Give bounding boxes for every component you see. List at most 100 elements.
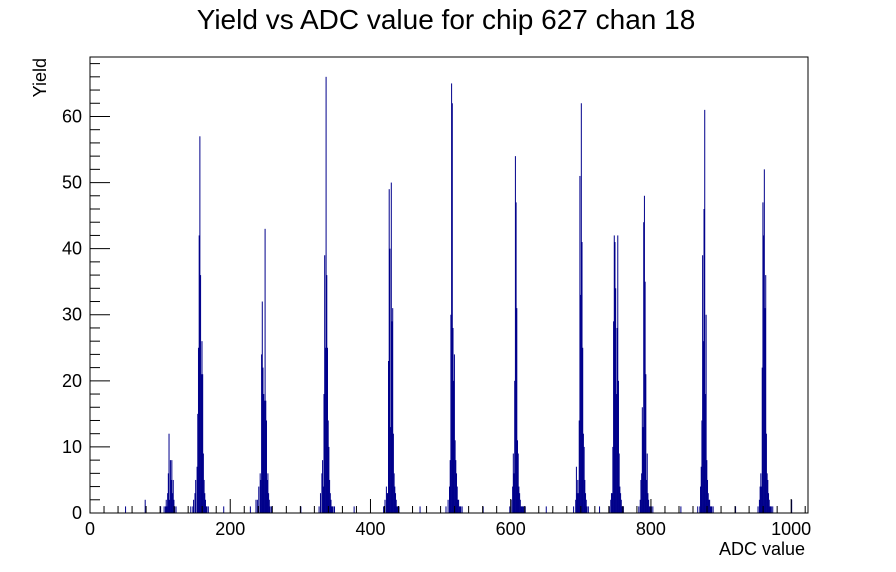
- x-tick-label: 1000: [771, 519, 811, 539]
- histogram-bar: [706, 460, 708, 513]
- histogram-bar: [322, 486, 324, 513]
- histogram-bar: [324, 347, 326, 513]
- histogram-bar: [269, 506, 271, 513]
- y-tick-label: 60: [62, 106, 82, 126]
- histogram-bar: [586, 506, 588, 513]
- histogram-bar: [614, 242, 616, 514]
- histogram-bar: [712, 506, 714, 513]
- histogram-bar: [638, 506, 640, 513]
- y-axis-label: Yield: [30, 58, 50, 97]
- histogram-bar: [610, 493, 612, 513]
- histogram-bar: [582, 433, 584, 513]
- x-tick-label: 600: [496, 519, 526, 539]
- histogram-bar: [705, 314, 707, 513]
- histogram-bar: [575, 499, 577, 513]
- histogram-bar: [759, 486, 761, 513]
- histogram-bar: [518, 486, 520, 513]
- histogram-bar: [517, 453, 519, 513]
- histogram-bar: [172, 493, 174, 513]
- histogram-bar: [445, 506, 447, 513]
- x-tick-label: 400: [355, 519, 385, 539]
- histogram-bar: [765, 275, 767, 513]
- histogram-bar: [268, 499, 270, 513]
- histogram-bar: [517, 440, 519, 513]
- histogram-bar: [770, 506, 772, 513]
- plot-frame: [89, 56, 809, 514]
- histogram-bar: [763, 169, 765, 513]
- histogram-bar: [167, 473, 169, 513]
- histogram-bar: [200, 275, 202, 513]
- histogram-bars: [125, 76, 793, 514]
- histogram-bar: [175, 506, 177, 513]
- histogram-bar: [709, 506, 711, 513]
- histogram-bar: [270, 506, 272, 513]
- histogram-bar: [707, 493, 709, 513]
- histogram-bar: [616, 327, 618, 513]
- histogram-bar: [192, 506, 194, 513]
- histogram-bar: [453, 380, 455, 513]
- histogram-bar: [449, 460, 451, 513]
- histogram-bar: [704, 109, 706, 514]
- histogram-bar: [163, 506, 165, 513]
- histogram-bar: [585, 493, 587, 513]
- histogram-bar: [205, 506, 207, 513]
- histogram-bar: [168, 433, 170, 513]
- histogram-bar: [256, 499, 258, 513]
- histogram-bar: [455, 460, 457, 513]
- histogram-bar: [765, 433, 767, 513]
- histogram-bar: [167, 493, 169, 513]
- histogram-bar: [196, 466, 198, 513]
- histogram-bar: [515, 202, 517, 513]
- histogram-bar: [582, 347, 584, 513]
- histogram-bar: [641, 407, 643, 513]
- histogram-bar: [165, 499, 167, 513]
- histogram-bar: [573, 506, 575, 513]
- histogram-bar: [772, 506, 774, 513]
- histogram-bar: [458, 499, 460, 513]
- histogram-bar: [701, 420, 703, 513]
- histogram-bar: [575, 466, 577, 513]
- y-tick-label: 0: [72, 503, 82, 523]
- histogram-bar: [193, 499, 195, 513]
- histogram-bar: [419, 506, 421, 513]
- histogram-bar: [652, 506, 654, 513]
- histogram-bar: [513, 473, 515, 513]
- histogram-bar: [262, 367, 264, 513]
- histogram-bar: [447, 499, 449, 513]
- histogram-bar: [757, 506, 759, 513]
- histogram-bar: [393, 473, 395, 513]
- histogram-bar: [642, 427, 644, 513]
- histogram-bar: [710, 506, 712, 513]
- histogram-bar: [165, 506, 167, 513]
- histogram-bar: [460, 506, 462, 513]
- histogram-bar: [451, 83, 453, 514]
- histogram-bar: [390, 182, 392, 513]
- histogram-bar: [621, 506, 623, 513]
- y-tick-label: 20: [62, 371, 82, 391]
- histogram-bar: [646, 479, 648, 513]
- histogram-bar: [770, 506, 772, 513]
- histogram-bar: [610, 499, 612, 513]
- histogram-bar: [611, 493, 613, 513]
- histogram-bar: [318, 506, 320, 513]
- histogram-bar: [388, 189, 390, 514]
- histogram-bar: [263, 394, 265, 513]
- histogram-bar: [648, 506, 650, 513]
- histogram-bar: [388, 361, 389, 513]
- histogram-bar: [198, 235, 200, 513]
- histogram-bar: [618, 453, 620, 513]
- histogram-bar: [711, 506, 713, 513]
- histogram-bar: [599, 506, 601, 513]
- histogram-bar: [458, 506, 460, 513]
- histogram-bar: [699, 506, 701, 513]
- histogram-bar: [327, 347, 328, 513]
- histogram-bar: [261, 301, 263, 513]
- histogram-bar: [768, 499, 770, 513]
- histogram-bar: [327, 420, 329, 513]
- histogram-bar: [331, 506, 333, 513]
- histogram-bar: [203, 479, 205, 513]
- histogram-bar: [584, 479, 586, 513]
- histogram-bar: [514, 380, 516, 513]
- histogram-bar: [760, 473, 762, 513]
